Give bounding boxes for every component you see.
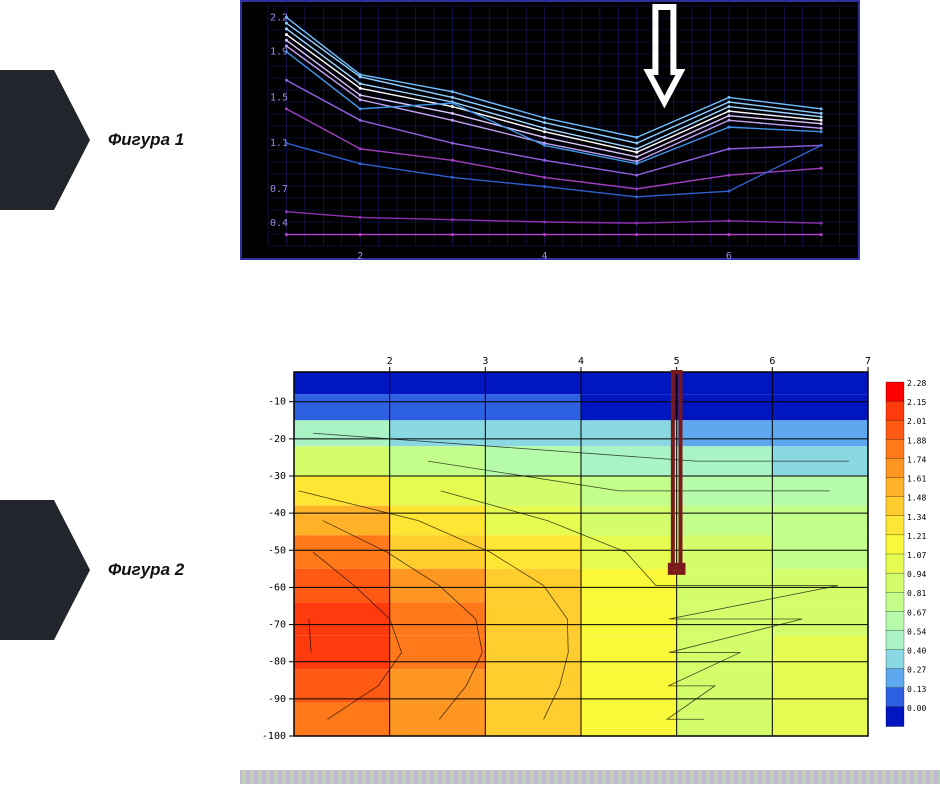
figure2-chart: 2 3 4 5 6 7 -10 -20 -30 -40 -50 -60 -70 -80 -90 -100 2.2… (240, 350, 940, 740)
figure2-svg: 2 3 4 5 6 7 -10 -20 -30 -40 -50 -60 -70 -80 -90 -100 2.2… (240, 350, 940, 740)
svg-text:2: 2 (357, 251, 363, 262)
svg-text:1.48: 1.48 (907, 494, 926, 503)
chevron-shape (0, 70, 90, 210)
svg-text:1.88: 1.88 (907, 436, 926, 445)
svg-text:1.5: 1.5 (270, 92, 288, 103)
svg-text:0.81: 0.81 (907, 589, 926, 598)
svg-text:2.15: 2.15 (907, 398, 926, 407)
figure1-svg: 0.40.71.11.51.92.2246 (242, 2, 862, 262)
svg-text:0.7: 0.7 (270, 184, 288, 195)
svg-text:6: 6 (769, 356, 775, 367)
svg-text:0.4: 0.4 (270, 218, 288, 229)
svg-text:0.13: 0.13 (907, 685, 926, 694)
figure2-marker: Фигура 2 (0, 500, 184, 640)
svg-text:-70: -70 (268, 620, 286, 631)
svg-text:-60: -60 (268, 582, 286, 593)
svg-text:-100: -100 (262, 731, 286, 740)
svg-text:0.40: 0.40 (907, 647, 926, 656)
svg-text:-50: -50 (268, 545, 286, 556)
svg-text:5: 5 (674, 356, 680, 367)
svg-text:-80: -80 (268, 657, 286, 668)
svg-text:6: 6 (726, 251, 732, 262)
svg-text:0.27: 0.27 (907, 666, 926, 675)
svg-text:-30: -30 (268, 471, 286, 482)
svg-text:4: 4 (542, 251, 548, 262)
svg-text:0.54: 0.54 (907, 627, 926, 636)
svg-text:0.67: 0.67 (907, 608, 926, 617)
svg-text:-40: -40 (268, 508, 286, 519)
svg-text:-10: -10 (268, 397, 286, 408)
svg-text:4: 4 (578, 356, 584, 367)
svg-text:0.00: 0.00 (907, 704, 926, 713)
figure2-label: Фигура 2 (108, 560, 184, 580)
noise-bar (240, 770, 940, 784)
svg-text:1.34: 1.34 (907, 513, 926, 522)
figure1-label: Фигура 1 (108, 130, 184, 150)
svg-text:-20: -20 (268, 434, 286, 445)
svg-text:1.74: 1.74 (907, 455, 926, 464)
svg-text:1.07: 1.07 (907, 551, 926, 560)
svg-text:2.01: 2.01 (907, 417, 926, 426)
svg-text:2: 2 (387, 356, 393, 367)
figure1-chart: 0.40.71.11.51.92.2246 (240, 0, 860, 260)
svg-text:7: 7 (865, 356, 871, 367)
figure1-marker: Фигура 1 (0, 70, 184, 210)
svg-text:0.94: 0.94 (907, 570, 926, 579)
svg-text:-90: -90 (268, 694, 286, 705)
chevron-shape (0, 500, 90, 640)
svg-text:2.28: 2.28 (907, 379, 926, 388)
svg-text:3: 3 (482, 356, 488, 367)
svg-text:1.21: 1.21 (907, 532, 926, 541)
svg-text:1.61: 1.61 (907, 475, 926, 484)
